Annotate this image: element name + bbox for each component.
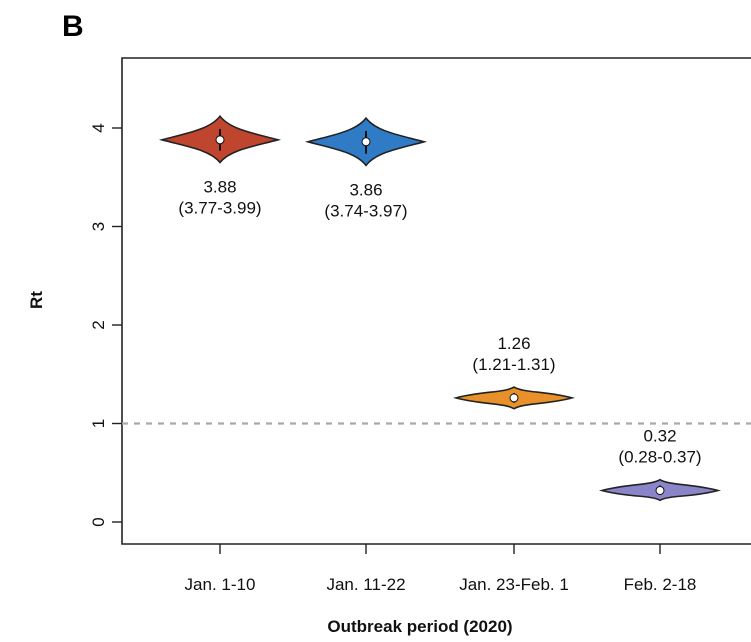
median-point-3 <box>655 485 665 495</box>
x-tick-label: Jan. 23-Feb. 1 <box>459 575 569 594</box>
y-tick-label: 2 <box>89 320 108 329</box>
ci-label-1: (3.74-3.97) <box>324 201 407 220</box>
x-tick-label: Jan. 1-10 <box>185 575 256 594</box>
ci-label-0: (3.77-3.99) <box>178 198 261 217</box>
ci-label-2: (1.21-1.31) <box>472 355 555 374</box>
x-tick-label: Feb. 2-18 <box>624 575 697 594</box>
median-point-2 <box>509 393 519 403</box>
median-point-1 <box>361 137 371 147</box>
y-tick-label: 1 <box>89 419 108 428</box>
median-label-2: 1.26 <box>497 334 530 353</box>
median-label-3: 0.32 <box>643 427 676 446</box>
median-label-1: 3.86 <box>349 180 382 199</box>
plot-area: 0 1 2 3 4 Jan. 1-10 Jan. 11-22 Jan. 23-Feb. 1 Fe… <box>89 57 751 594</box>
y-tick-label: 0 <box>89 517 108 526</box>
x-tick-label: Jan. 11-22 <box>326 575 405 594</box>
median-label-0: 3.88 <box>203 177 236 196</box>
plot-frame <box>121 57 751 545</box>
panel-letter: B <box>62 10 84 43</box>
y-tick-label: 3 <box>89 222 108 231</box>
median-point-0 <box>215 135 225 145</box>
y-tick-label: 4 <box>89 123 108 132</box>
y-axis-title: Rt <box>27 291 46 309</box>
ci-label-3: (0.28-0.37) <box>618 448 701 467</box>
x-axis-title: Outbreak period (2020) <box>327 617 512 636</box>
